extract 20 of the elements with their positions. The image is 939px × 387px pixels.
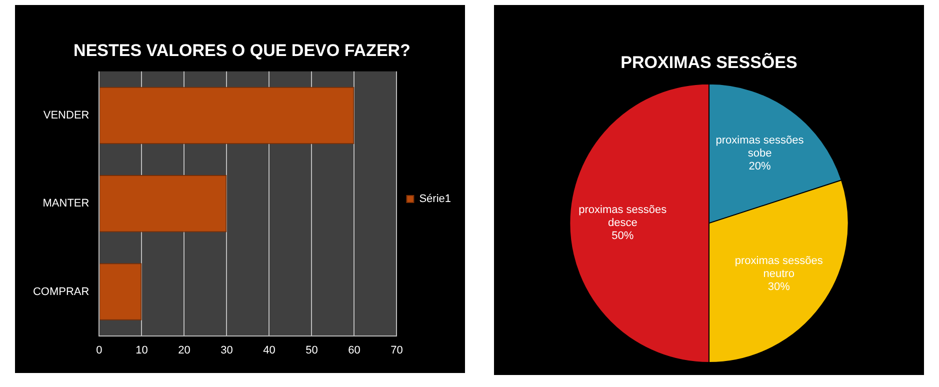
x-tick-label: 40 bbox=[263, 344, 276, 356]
x-tick-label: 0 bbox=[96, 344, 102, 356]
x-tick-label: 30 bbox=[220, 344, 233, 356]
chart-title: NESTES VALORES O QUE DEVO FAZER? bbox=[74, 40, 410, 60]
y-tick-label: MANTER bbox=[42, 198, 90, 210]
data-label: 30% bbox=[768, 280, 790, 293]
data-label: 50% bbox=[612, 230, 634, 242]
x-tick-label: 60 bbox=[348, 344, 360, 356]
x-tick-label: 70 bbox=[390, 344, 403, 356]
slice-label: proximas sessões sobe bbox=[716, 134, 804, 160]
y-tick-label: COMPRAR bbox=[32, 286, 90, 298]
slice-label: proximas sessões desce bbox=[578, 204, 668, 230]
legend-label: Série1 bbox=[419, 193, 451, 206]
slice-label: proximas sessões neutro bbox=[734, 254, 824, 280]
chart-title: PROXIMAS SESSÕES bbox=[620, 52, 798, 72]
data-label: 20% bbox=[748, 160, 771, 172]
x-tick-label: 10 bbox=[136, 344, 148, 356]
x-tick-label: 50 bbox=[306, 344, 318, 356]
x-tick-label: 20 bbox=[178, 344, 190, 356]
y-tick-label: VENDER bbox=[43, 110, 90, 122]
